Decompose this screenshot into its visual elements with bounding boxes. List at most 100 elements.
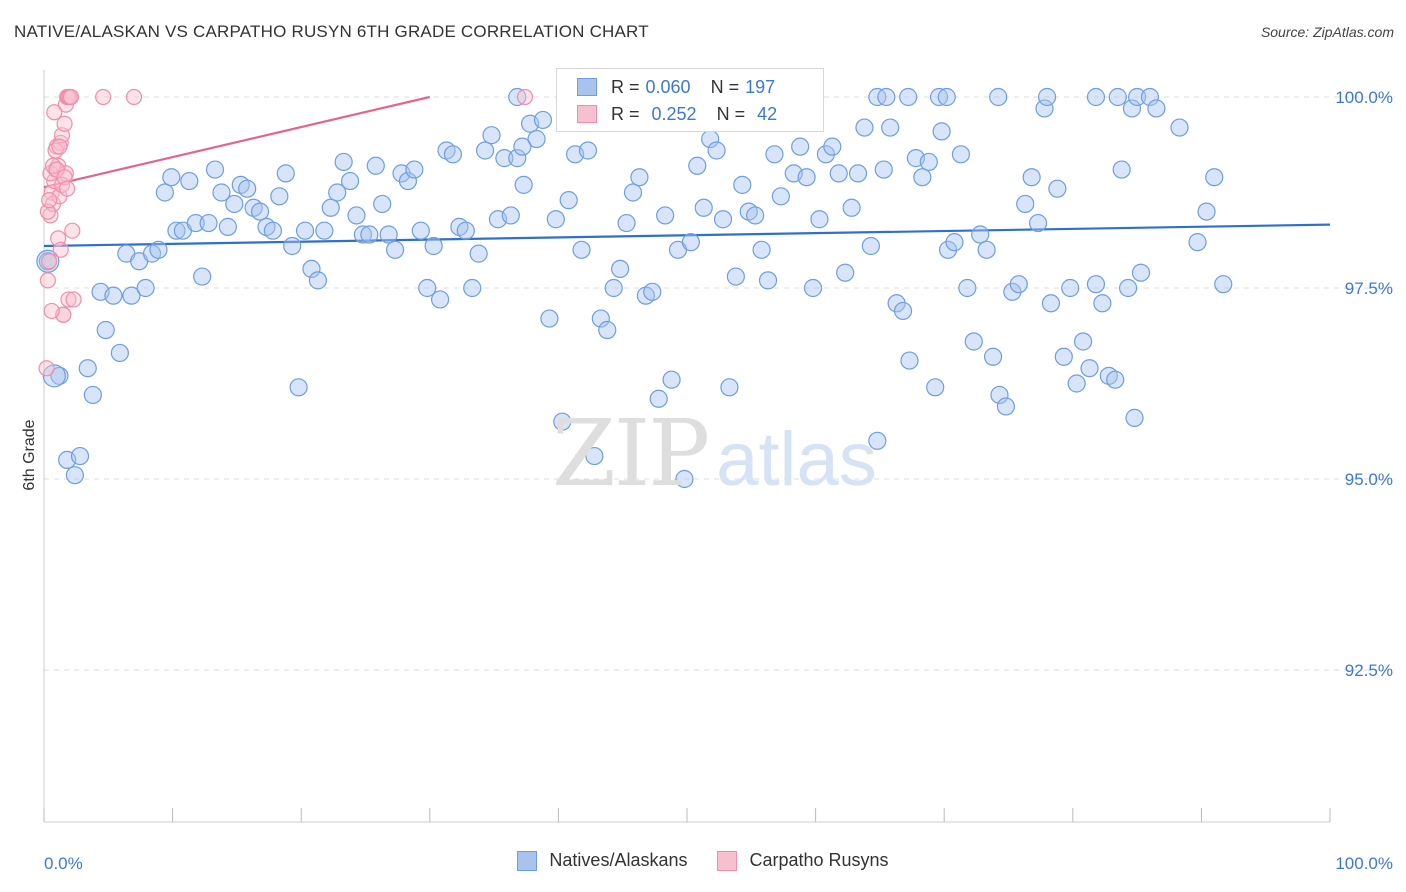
data-point — [315, 221, 334, 240]
data-point — [360, 225, 379, 244]
data-point — [611, 259, 630, 278]
watermark: ZIP atlas — [552, 400, 877, 507]
data-point — [913, 168, 932, 187]
data-point — [405, 160, 424, 179]
data-point — [649, 389, 668, 408]
data-point — [926, 378, 945, 397]
watermark-zip: ZIP — [552, 400, 710, 507]
data-point — [1170, 118, 1189, 137]
data-point — [771, 187, 790, 206]
data-point — [656, 206, 675, 225]
data-point — [617, 213, 636, 233]
data-point — [263, 221, 283, 240]
data-point — [1188, 233, 1207, 252]
data-point — [289, 378, 308, 397]
data-point — [162, 168, 181, 187]
data-point — [929, 87, 949, 107]
data-point — [546, 210, 565, 229]
legend-item-rusyns[interactable]: Carpatho Rusyns — [717, 850, 889, 871]
data-point — [1080, 359, 1099, 378]
data-point — [366, 156, 385, 175]
data-point — [623, 183, 643, 202]
data-point — [104, 286, 123, 305]
data-point — [868, 431, 887, 450]
data-point — [283, 236, 302, 256]
data-point — [495, 149, 514, 168]
data-point — [662, 370, 681, 389]
data-point — [1197, 202, 1216, 221]
data-point — [334, 152, 353, 172]
data-point — [598, 320, 617, 340]
data-point — [527, 129, 546, 149]
data-point — [1054, 347, 1073, 366]
data-point — [1205, 168, 1224, 187]
data-point — [516, 88, 534, 106]
source-credit: Source: ZipAtlas.com — [1260, 24, 1394, 40]
data-point — [874, 160, 893, 179]
data-point — [733, 175, 752, 194]
data-point — [983, 347, 1003, 366]
data-point — [1073, 332, 1093, 351]
data-point — [810, 210, 829, 229]
data-point — [513, 137, 532, 156]
data-point — [681, 233, 700, 252]
data-point — [887, 294, 906, 313]
data-point — [186, 213, 205, 233]
data-point — [1061, 278, 1080, 298]
series-carpatho-rusyns — [38, 88, 534, 377]
r-label: R = — [611, 103, 640, 124]
data-point — [456, 221, 475, 240]
data-point — [270, 187, 289, 206]
data-point — [803, 278, 823, 298]
data-point — [149, 240, 168, 259]
data-point — [585, 446, 604, 466]
legend-row-natives: R = 0.060 N = 197 — [577, 74, 781, 100]
data-point — [95, 88, 112, 106]
data-point — [385, 240, 405, 259]
data-point — [295, 221, 315, 240]
data-point — [707, 141, 726, 160]
data-point — [155, 183, 174, 202]
legend-item-natives[interactable]: Natives/Alaskans — [517, 850, 687, 871]
data-point — [932, 122, 951, 141]
data-point — [60, 291, 77, 308]
data-point — [1003, 282, 1022, 301]
data-point — [430, 290, 450, 309]
n-label: N = — [716, 103, 746, 124]
data-point — [1028, 213, 1048, 233]
data-point — [205, 160, 225, 179]
data-point — [373, 194, 392, 214]
data-point — [861, 236, 880, 256]
data-point — [900, 351, 919, 370]
data-point — [1016, 194, 1035, 214]
data-point — [713, 210, 733, 229]
data-point — [70, 446, 90, 466]
data-point — [39, 272, 56, 289]
data-point — [1086, 275, 1106, 294]
data-point — [51, 138, 68, 155]
data-point — [989, 87, 1008, 107]
data-point — [572, 240, 591, 259]
y-axis-label: 6th Grade — [21, 419, 38, 490]
data-point — [41, 253, 58, 270]
data-point — [62, 88, 80, 106]
tick-labels: 92.5% 95.0% 97.5% 100.0% 0.0% 100.0% — [44, 88, 1393, 873]
data-point — [508, 149, 527, 168]
data-point — [136, 278, 155, 298]
legend-label: Carpatho Rusyns — [749, 850, 889, 870]
data-point — [990, 385, 1009, 405]
data-point — [797, 168, 816, 187]
data-point — [540, 309, 559, 328]
data-point-large — [42, 364, 66, 388]
data-point — [379, 225, 398, 244]
data-point — [533, 110, 553, 130]
series-legend: Natives/Alaskans Carpatho Rusyns — [0, 850, 1406, 871]
data-point — [398, 171, 418, 191]
r-value: 0.060 — [645, 76, 691, 97]
data-point — [1022, 168, 1041, 187]
data-point — [1106, 370, 1125, 389]
data-point — [514, 175, 533, 194]
legend-swatch-blue — [517, 850, 538, 871]
data-point — [340, 171, 360, 191]
y-tick-label: 92.5% — [1345, 661, 1393, 680]
